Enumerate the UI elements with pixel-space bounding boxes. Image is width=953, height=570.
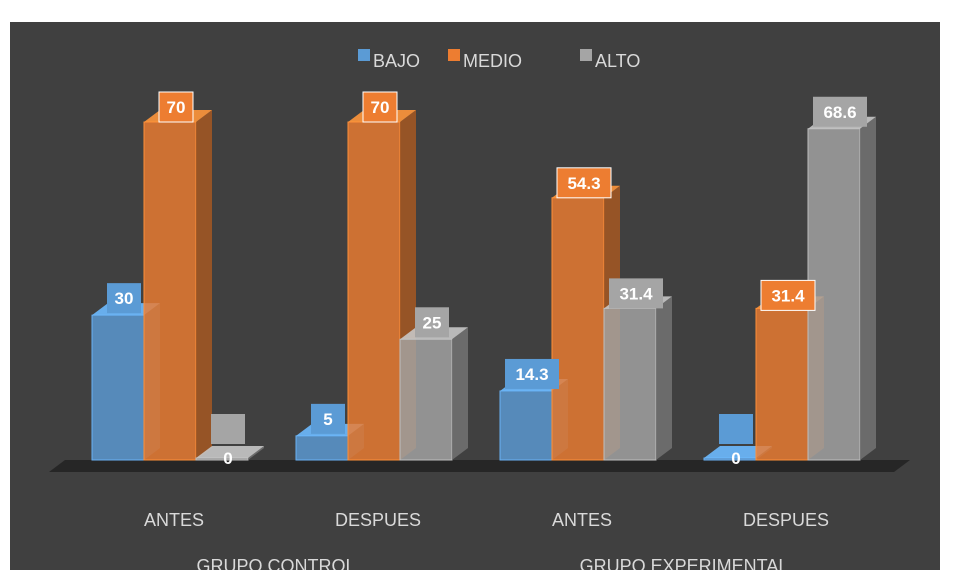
tick-label-0: ANTES xyxy=(144,510,204,530)
data-label-bajo-1: 5 xyxy=(311,403,345,434)
bar-front-face xyxy=(807,128,861,461)
x-axis-groups: GRUPO CONTROL GRUPO EXPERIMENTAL xyxy=(196,556,788,570)
legend-label-alto: ALTO xyxy=(595,51,640,71)
bar-front-face xyxy=(295,435,349,461)
data-label-text: 31.4 xyxy=(619,284,653,303)
data-label-box xyxy=(158,91,194,123)
data-label-box xyxy=(556,167,612,199)
chart-floor xyxy=(49,460,910,472)
bars xyxy=(91,110,876,461)
data-label-alto-3: 68.6 xyxy=(813,96,867,127)
tick-label-3: DESPUES xyxy=(743,510,829,530)
bar-alto-1 xyxy=(399,327,468,461)
data-label-box xyxy=(311,403,345,434)
data-label-box xyxy=(505,358,559,389)
data-label-text: 14.3 xyxy=(515,365,548,384)
legend-label-bajo: BAJO xyxy=(373,51,420,71)
bar-front-face xyxy=(195,457,249,461)
data-label-medio-1: 70 xyxy=(362,91,398,123)
bar-side-face xyxy=(860,116,876,460)
bar-front-face xyxy=(755,307,809,461)
data-label-medio-2: 54.3 xyxy=(556,167,612,199)
chart-area: BAJO MEDIO ALTO 30 70 0 5 70 25 14.3 54.3 31.4 0 31.4… xyxy=(10,22,940,570)
bar-medio-0 xyxy=(143,110,212,461)
legend-swatch-medio xyxy=(448,49,460,61)
data-label-text: 54.3 xyxy=(567,174,600,193)
legend-swatch-bajo xyxy=(358,49,370,61)
data-label-medio-0: 70 xyxy=(158,91,194,123)
legend-label-medio: MEDIO xyxy=(463,51,522,71)
data-label-text: 0 xyxy=(731,449,740,468)
bar-medio-1 xyxy=(347,110,416,461)
bar-alto-0 xyxy=(195,446,264,461)
group-label-grupo-experimental: GRUPO EXPERIMENTAL xyxy=(580,556,789,570)
group-label-grupo-control: GRUPO CONTROL xyxy=(196,556,355,570)
bar-front-face xyxy=(499,390,553,461)
data-label-text: 70 xyxy=(371,98,390,117)
data-label-bajo-2: 14.3 xyxy=(505,358,559,389)
bar-side-face xyxy=(196,110,212,460)
data-label-medio-3: 31.4 xyxy=(760,279,816,311)
data-labels: 30 70 0 5 70 25 14.3 54.3 31.4 0 31.4 68.6 xyxy=(107,91,867,468)
data-label-alto-0: 0 xyxy=(211,414,245,468)
bar-front-face xyxy=(143,121,197,461)
bar-alto-2 xyxy=(603,296,672,461)
data-label-text: 30 xyxy=(115,289,134,308)
data-label-box xyxy=(107,283,141,314)
bar-alto-3 xyxy=(807,116,876,461)
data-label-text: 25 xyxy=(423,313,442,332)
data-label-text: 0 xyxy=(223,449,232,468)
data-label-bajo-3: 0 xyxy=(719,414,753,468)
legend: BAJO MEDIO ALTO xyxy=(358,49,640,71)
bar-side-face xyxy=(248,446,264,460)
bar-side-face xyxy=(452,327,468,460)
bar-side-face xyxy=(656,296,672,460)
legend-swatch-alto xyxy=(580,49,592,61)
data-label-box xyxy=(719,414,753,444)
bar-top-face xyxy=(704,446,772,458)
data-label-box xyxy=(211,414,245,444)
bar-front-face xyxy=(551,197,605,461)
data-label-alto-1: 25 xyxy=(415,307,449,338)
data-label-text: 31.4 xyxy=(771,286,805,305)
data-label-bajo-0: 30 xyxy=(107,283,141,314)
data-label-alto-2: 31.4 xyxy=(609,278,663,309)
data-label-box xyxy=(760,279,816,311)
data-label-box xyxy=(415,307,449,338)
bar-front-face xyxy=(347,121,401,461)
x-axis-ticks: ANTES DESPUES ANTES DESPUES xyxy=(144,510,829,530)
bar-front-face xyxy=(91,314,145,461)
tick-label-2: ANTES xyxy=(552,510,612,530)
data-label-text: 5 xyxy=(323,410,332,429)
data-label-box xyxy=(609,278,663,309)
data-label-box xyxy=(813,96,867,127)
data-label-box xyxy=(362,91,398,123)
bar-chart: BAJO MEDIO ALTO 30 70 0 5 70 25 14.3 54.3 31.4 0 31.4… xyxy=(49,49,910,570)
data-label-text: 70 xyxy=(167,98,186,117)
bar-front-face xyxy=(399,338,453,461)
bar-top-face xyxy=(196,446,264,458)
tick-label-1: DESPUES xyxy=(335,510,421,530)
data-label-text: 68.6 xyxy=(823,103,856,122)
bar-front-face xyxy=(603,307,657,461)
bar-front-face xyxy=(703,457,757,461)
